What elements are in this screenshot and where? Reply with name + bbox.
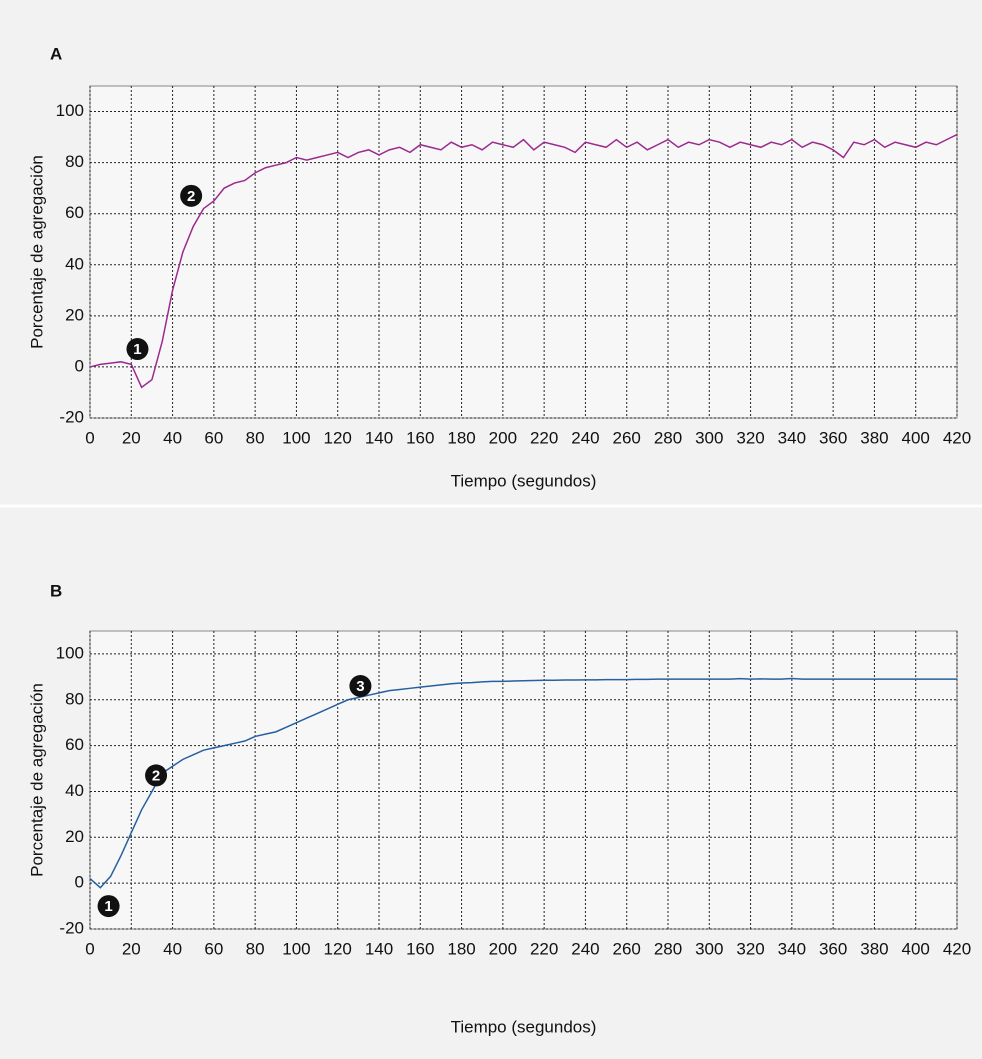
annotation-text: 2 xyxy=(187,188,195,205)
x-tick-label: 40 xyxy=(163,428,182,447)
y-tick-label: 0 xyxy=(75,873,84,892)
y-tick-label: 60 xyxy=(65,203,84,222)
y-tick-label: -20 xyxy=(59,918,84,937)
panel-label: B xyxy=(50,581,62,600)
annotation-marker xyxy=(349,675,372,698)
x-tick-label: 400 xyxy=(902,939,930,958)
annotation: 1 xyxy=(126,338,149,361)
x-tick-label: 400 xyxy=(902,428,930,447)
x-tick-label: 340 xyxy=(778,939,806,958)
x-tick-label: 140 xyxy=(365,939,393,958)
x-tick-label: 0 xyxy=(85,939,94,958)
x-tick-label: 420 xyxy=(943,939,971,958)
annotation-marker xyxy=(145,764,168,787)
annotation-marker xyxy=(180,184,203,207)
x-tick-label: 320 xyxy=(736,428,764,447)
x-tick-label: 20 xyxy=(122,939,141,958)
x-tick-label: 300 xyxy=(695,939,723,958)
x-tick-label: 300 xyxy=(695,428,723,447)
x-tick-label: 280 xyxy=(654,939,682,958)
x-tick-label: 0 xyxy=(85,428,94,447)
x-tick-label: 80 xyxy=(246,428,265,447)
x-tick-label: 40 xyxy=(163,939,182,958)
x-tick-label: 180 xyxy=(447,939,475,958)
x-tick-label: 380 xyxy=(860,428,888,447)
x-axis-label: Tiempo (segundos) xyxy=(451,1017,597,1036)
x-tick-label: 240 xyxy=(571,428,599,447)
x-tick-label: 260 xyxy=(613,939,641,958)
annotation-text: 1 xyxy=(133,341,141,358)
annotation-marker xyxy=(97,895,120,918)
x-tick-label: 80 xyxy=(246,939,265,958)
x-tick-label: 120 xyxy=(324,428,352,447)
panel-label: A xyxy=(50,44,62,63)
y-tick-label: 40 xyxy=(65,254,84,273)
x-tick-label: 60 xyxy=(204,939,223,958)
annotation-text: 2 xyxy=(152,767,160,784)
x-tick-label: 320 xyxy=(736,939,764,958)
x-tick-label: 360 xyxy=(819,939,847,958)
plot-area xyxy=(89,85,958,419)
y-tick-label: 60 xyxy=(65,735,84,754)
y-tick-label: 100 xyxy=(56,643,84,662)
x-tick-label: 220 xyxy=(530,939,558,958)
annotation: 2 xyxy=(180,184,203,207)
x-tick-label: 380 xyxy=(860,939,888,958)
x-tick-label: 60 xyxy=(204,428,223,447)
x-tick-label: 280 xyxy=(654,428,682,447)
annotation: 2 xyxy=(145,764,168,787)
y-tick-label: -20 xyxy=(59,407,84,426)
x-tick-label: 420 xyxy=(943,428,971,447)
y-tick-label: 40 xyxy=(65,781,84,800)
x-tick-label: 240 xyxy=(571,939,599,958)
x-tick-label: 120 xyxy=(324,939,352,958)
x-tick-label: 20 xyxy=(122,428,141,447)
x-tick-label: 160 xyxy=(406,428,434,447)
x-tick-label: 220 xyxy=(530,428,558,447)
x-tick-label: 200 xyxy=(489,939,517,958)
annotation-text: 1 xyxy=(104,898,112,915)
y-tick-label: 80 xyxy=(65,152,84,171)
y-tick-label: 20 xyxy=(65,305,84,324)
x-tick-label: 260 xyxy=(613,428,641,447)
y-tick-label: 100 xyxy=(56,101,84,120)
x-tick-label: 360 xyxy=(819,428,847,447)
x-axis-label: Tiempo (segundos) xyxy=(451,471,597,490)
x-tick-label: 180 xyxy=(447,428,475,447)
y-tick-label: 80 xyxy=(65,689,84,708)
x-tick-label: 160 xyxy=(406,939,434,958)
y-tick-label: 20 xyxy=(65,827,84,846)
data-line xyxy=(89,677,957,889)
annotation-marker xyxy=(126,338,149,361)
plot-area xyxy=(89,630,958,930)
y-tick-label: 0 xyxy=(75,356,84,375)
x-tick-label: 100 xyxy=(282,939,310,958)
annotation: 1 xyxy=(97,895,120,918)
y-axis-label: Porcentaje de agregación xyxy=(27,683,46,877)
annotation-text: 3 xyxy=(356,678,364,695)
y-axis-label: Porcentaje de agregación xyxy=(27,155,46,349)
x-tick-label: 200 xyxy=(489,428,517,447)
data-line xyxy=(89,133,958,389)
x-tick-label: 100 xyxy=(282,428,310,447)
x-tick-label: 140 xyxy=(365,428,393,447)
x-tick-label: 340 xyxy=(778,428,806,447)
annotation: 3 xyxy=(349,675,372,698)
